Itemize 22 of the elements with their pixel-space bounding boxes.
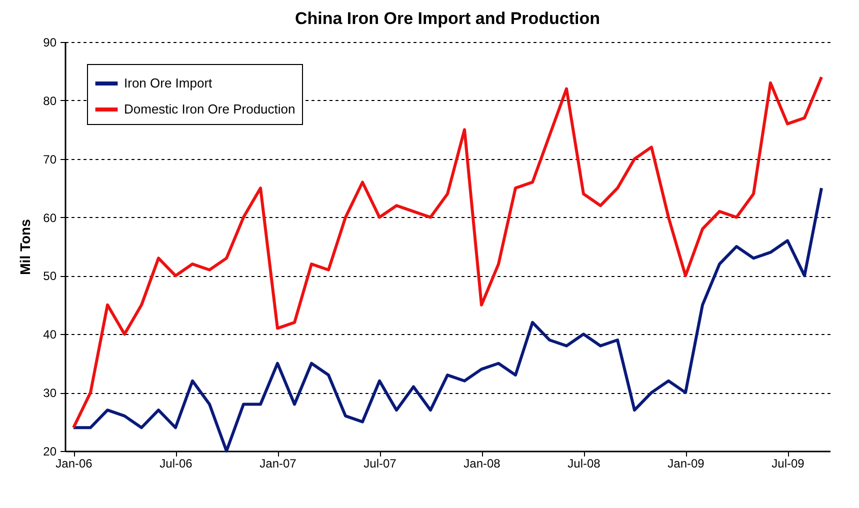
y-tick-label: 20 [43,444,57,458]
x-tick-label: Jul-06 [160,456,193,470]
x-tick-label: Jan-07 [260,456,297,470]
x-tick-label: Jul-09 [772,456,805,470]
x-tick-label: Jul-07 [364,456,397,470]
y-tick-label: 30 [43,386,57,400]
chart-title: China Iron Ore Import and Production [294,9,600,28]
line-series [72,186,823,452]
y-tick-label: 60 [43,210,57,225]
x-tick-label: Jan-06 [56,456,93,470]
y-tick-label: 90 [43,36,57,50]
x-tick-label: Jul-08 [568,456,601,470]
x-tick-label: Jan-08 [464,456,501,470]
y-tick-label: 50 [43,269,57,284]
y-tick-label: 70 [43,152,57,166]
y-tick-label: 80 [43,94,57,108]
legend-label: Iron Ore Import [124,76,213,90]
x-tick-label: Jan-09 [668,456,705,470]
y-tick-label: 40 [43,328,57,342]
y-axis-title: Mil Tons [17,218,34,275]
legend-label: Domestic Iron Ore Production [124,102,296,116]
line-series [72,76,823,430]
